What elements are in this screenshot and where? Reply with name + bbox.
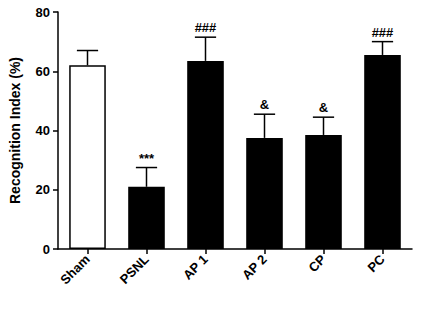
svg-text:###: ### xyxy=(372,25,394,40)
svg-text:80: 80 xyxy=(36,5,50,20)
svg-text:***: *** xyxy=(139,151,155,166)
svg-text:PSNL: PSNL xyxy=(117,252,152,287)
svg-text:&: & xyxy=(260,97,269,112)
svg-text:AP 1: AP 1 xyxy=(180,252,211,283)
svg-text:40: 40 xyxy=(36,123,50,138)
svg-text:&: & xyxy=(319,100,328,115)
svg-text:0: 0 xyxy=(43,242,50,257)
svg-text:Sham: Sham xyxy=(57,252,93,288)
svg-text:PC: PC xyxy=(364,251,388,275)
svg-text:###: ### xyxy=(195,20,217,35)
svg-text:60: 60 xyxy=(36,64,50,79)
svg-text:AP 2: AP 2 xyxy=(239,252,270,283)
svg-text:Recognition Index (%): Recognition Index (%) xyxy=(7,57,23,204)
svg-text:20: 20 xyxy=(36,182,50,197)
svg-text:CP: CP xyxy=(305,251,329,275)
